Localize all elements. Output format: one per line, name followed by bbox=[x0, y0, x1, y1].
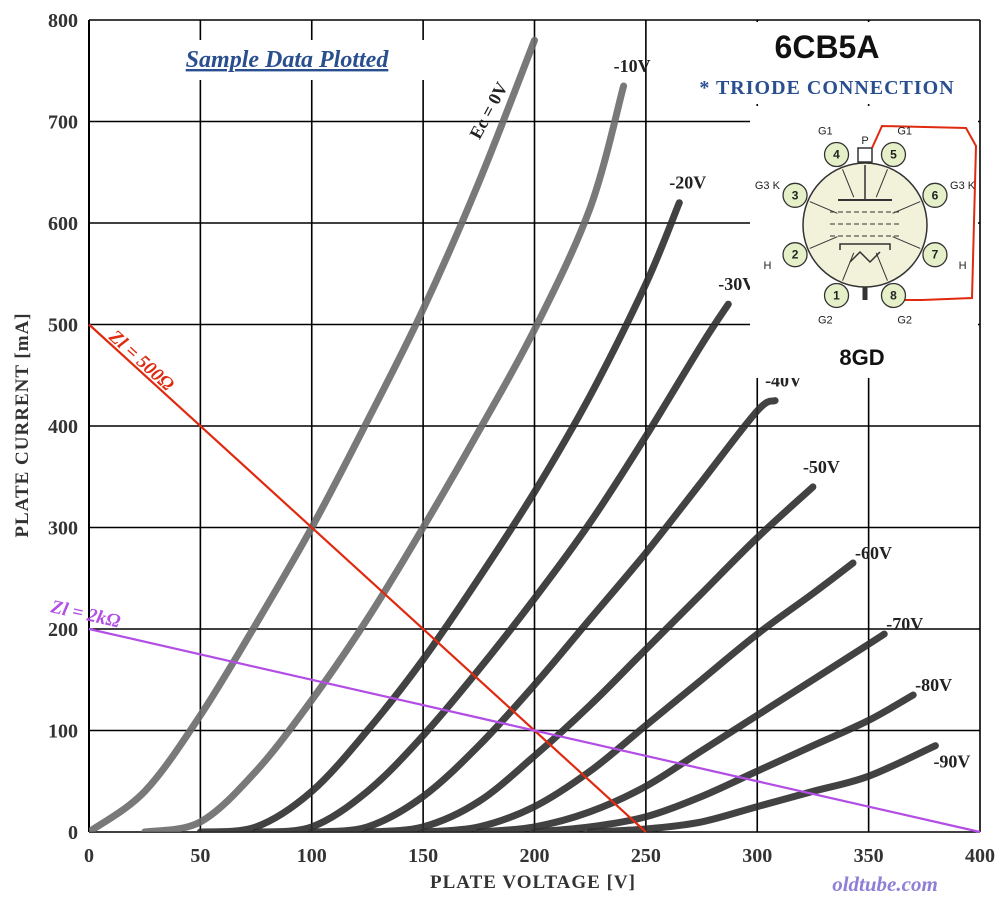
plate-curve bbox=[531, 691, 917, 832]
curve-label: -80V bbox=[915, 675, 952, 695]
curve-label: -90V bbox=[933, 752, 970, 772]
pin-lead bbox=[875, 169, 888, 198]
heater-element bbox=[849, 250, 881, 264]
strap-wire bbox=[871, 124, 978, 301]
pin-number: 7 bbox=[932, 248, 939, 262]
pin-lead bbox=[809, 201, 838, 214]
sample-note: Sample Data Plotted bbox=[186, 47, 390, 73]
y-tick-label: 800 bbox=[48, 10, 78, 32]
x-tick-label: 0 bbox=[84, 845, 94, 867]
x-tick-label: 100 bbox=[297, 845, 327, 867]
y-tick-label: 600 bbox=[48, 213, 78, 235]
curve-label: -10V bbox=[614, 56, 651, 76]
curve-label: -70V bbox=[886, 614, 923, 634]
pin-lead bbox=[842, 252, 855, 281]
chart-title: 6CB5A bbox=[775, 29, 880, 65]
y-tick-label: 500 bbox=[48, 315, 78, 337]
plate-curve bbox=[363, 483, 817, 832]
title-background bbox=[675, 22, 975, 104]
x-tick-labels: 0 50 100 150 200 250 300 350 400 bbox=[84, 845, 995, 867]
y-tick-label: 400 bbox=[48, 416, 78, 438]
pin-label: G2 bbox=[818, 315, 833, 327]
pin-lead bbox=[809, 236, 838, 249]
pin-circle bbox=[880, 282, 907, 309]
top-cap bbox=[857, 147, 873, 163]
pin-circle bbox=[782, 242, 808, 268]
plate-curve bbox=[196, 199, 683, 832]
pin-label: H bbox=[959, 260, 967, 272]
y-tick-label: 100 bbox=[48, 721, 78, 743]
y-tick-labels: 0 100 200 300 400 500 600 700 800 bbox=[48, 10, 78, 844]
pin-circle bbox=[922, 182, 948, 208]
pin-number: 1 bbox=[833, 288, 840, 302]
pin-label: H bbox=[763, 260, 771, 272]
pin-number: 5 bbox=[890, 148, 897, 162]
pin-number: 6 bbox=[932, 188, 939, 202]
pin-label: G1 bbox=[818, 125, 833, 137]
cathode-electrode bbox=[839, 243, 891, 250]
pin-label: G2 bbox=[897, 315, 912, 327]
y-tick-label: 300 bbox=[48, 518, 78, 540]
x-tick-label: 150 bbox=[408, 845, 438, 867]
base-name: 8GD bbox=[839, 345, 884, 370]
pin-circle bbox=[922, 242, 948, 268]
note-background bbox=[150, 40, 425, 80]
pin-circle bbox=[880, 141, 907, 168]
chart-subtitle: * TRIODE CONNECTION bbox=[699, 77, 954, 99]
load-line bbox=[88, 627, 981, 834]
pin-lead bbox=[892, 201, 921, 214]
x-tick-label: 400 bbox=[965, 845, 995, 867]
plate-curve bbox=[141, 82, 628, 832]
curve-label: -50V bbox=[803, 457, 840, 477]
pin-circle bbox=[782, 182, 808, 208]
plate-curve bbox=[586, 742, 939, 832]
pin-lead bbox=[842, 169, 855, 198]
x-tick-label: 200 bbox=[520, 845, 550, 867]
pin-label: G3 K bbox=[950, 180, 976, 192]
pin-circle bbox=[823, 141, 850, 168]
curve-label: -60V bbox=[855, 543, 892, 563]
x-tick-label: 50 bbox=[190, 845, 210, 867]
plate-curve bbox=[419, 559, 857, 832]
grid-lines bbox=[88, 19, 981, 833]
x-tick-label: 250 bbox=[631, 845, 661, 867]
top-cap-label: P bbox=[861, 135, 868, 147]
plate-curve bbox=[475, 630, 888, 832]
x-tick-label: 350 bbox=[854, 845, 884, 867]
pin-label: G1 bbox=[897, 125, 912, 137]
y-axis-title: PLATE CURRENT [mA] bbox=[12, 312, 33, 537]
plate-curves bbox=[89, 36, 939, 832]
pin-lead bbox=[875, 252, 888, 281]
y-tick-label: 700 bbox=[48, 112, 78, 134]
load-line bbox=[88, 323, 647, 833]
plate-curve bbox=[252, 300, 732, 832]
pin-number: 2 bbox=[792, 248, 799, 262]
pin-label: G3 K bbox=[755, 180, 781, 192]
y-tick-label: 0 bbox=[68, 822, 78, 844]
plate-curve bbox=[308, 397, 779, 832]
x-axis-title: PLATE VOLTAGE [V] bbox=[430, 872, 636, 893]
y-tick-label: 200 bbox=[48, 619, 78, 641]
pin-number: 8 bbox=[890, 288, 897, 302]
load-label: Zl = 500Ω bbox=[104, 325, 178, 395]
pin-lead bbox=[892, 236, 921, 249]
credit-text: oldtube.com bbox=[832, 872, 938, 896]
plate-curve bbox=[89, 36, 538, 832]
pin-circle bbox=[823, 282, 850, 309]
pin-number: 3 bbox=[792, 188, 799, 202]
pin-number: 4 bbox=[833, 148, 840, 162]
x-tick-label: 300 bbox=[742, 845, 772, 867]
curve-label: -20V bbox=[669, 173, 706, 193]
curve-label: -30V bbox=[718, 274, 755, 294]
